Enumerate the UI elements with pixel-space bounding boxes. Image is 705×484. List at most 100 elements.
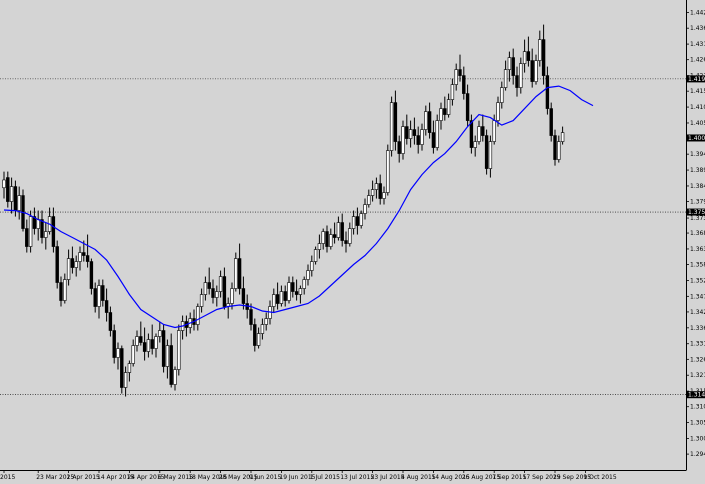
- candle-body: [374, 183, 379, 190]
- candle-body: [541, 39, 546, 76]
- time-tick-label: 9 Jun 2015: [249, 474, 281, 481]
- candle-body: [142, 342, 147, 352]
- level-price-label: 1.37550: [688, 209, 705, 216]
- price-tick-label: 1.33690: [690, 325, 705, 332]
- candle-body: [416, 135, 420, 145]
- candle-body: [203, 282, 208, 295]
- candle-body: [549, 108, 553, 136]
- candle-body: [127, 363, 132, 373]
- candle-body: [116, 348, 120, 358]
- candle-body: [530, 60, 534, 82]
- candle-body: [302, 279, 306, 289]
- candle-body: [2, 179, 6, 189]
- candle-body: [458, 69, 462, 76]
- candle-body: [97, 285, 101, 307]
- candle-body: [161, 330, 166, 367]
- price-tick-label: 1.44200: [690, 10, 705, 17]
- price-tick-label: 1.38950: [690, 167, 705, 174]
- candle-body: [249, 309, 253, 325]
- candle-body: [557, 141, 561, 160]
- candle-body: [325, 231, 329, 247]
- candle-body: [393, 102, 398, 142]
- candle-body: [101, 285, 105, 301]
- candle-body: [85, 255, 90, 262]
- price-tick-label: 1.40520: [690, 120, 705, 127]
- price-tick-label: 1.43680: [690, 25, 705, 32]
- candle-body: [264, 318, 268, 325]
- candle-body: [44, 231, 48, 238]
- candle-body: [321, 231, 325, 244]
- level-price-box: [687, 208, 705, 216]
- candle-body: [560, 132, 565, 142]
- candle-body: [481, 126, 485, 136]
- time-tick-label: 14 Apr 2015: [97, 474, 134, 481]
- candle-body: [272, 294, 276, 307]
- price-tick-label: 1.41050: [690, 104, 705, 111]
- candle-body: [260, 324, 265, 334]
- candle-body: [89, 261, 94, 289]
- candle-body: [154, 336, 158, 349]
- candle-body: [173, 369, 177, 385]
- candle-body: [465, 93, 470, 121]
- candle-body: [427, 111, 432, 133]
- time-tick-label: 1 Jul 2015: [310, 474, 340, 481]
- candle-body: [340, 222, 344, 241]
- candle-body: [177, 330, 181, 370]
- candle-body: [279, 291, 284, 304]
- candle-body: [500, 87, 504, 103]
- time-tick-label: 18 May 2015: [188, 474, 227, 481]
- level-price-box: [687, 75, 705, 83]
- time-tick-label: 29 Sep 2015: [553, 474, 591, 481]
- candle-body: [496, 102, 500, 121]
- price-tick-label: 1.41580: [690, 88, 705, 95]
- level-price-box: [687, 391, 705, 399]
- candle-body: [344, 240, 348, 244]
- time-tick-label: 2 Apr 2015: [67, 474, 100, 481]
- price-tick-label: 1.38420: [690, 183, 705, 190]
- candle-body: [70, 258, 75, 268]
- candle-body: [389, 102, 394, 151]
- price-tick-label: 1.31060: [690, 404, 705, 411]
- candle-body: [534, 60, 538, 82]
- candle-body: [469, 120, 474, 148]
- candle-body: [378, 183, 382, 199]
- candle-body: [313, 249, 318, 262]
- candle-body: [435, 120, 439, 148]
- candle-body: [519, 63, 523, 88]
- time-tick-label: 4 Aug 2015: [401, 474, 436, 481]
- candle-body: [522, 51, 527, 64]
- candle-body: [6, 177, 10, 202]
- candle-body: [538, 39, 542, 61]
- candle-body: [66, 258, 71, 280]
- price-tick-label: 1.33160: [690, 341, 705, 348]
- candle-body: [348, 228, 352, 244]
- time-tick-label: 14 Aug 2015: [431, 474, 470, 481]
- time-tick-label: 23 Mar 2015: [36, 474, 74, 481]
- candle-body: [351, 216, 356, 229]
- candle-body: [382, 192, 386, 199]
- price-tick-label: 1.34740: [690, 293, 705, 300]
- candle-body: [211, 288, 215, 298]
- candle-body: [25, 228, 29, 247]
- candle-body: [306, 270, 310, 280]
- candle-body: [199, 294, 204, 307]
- price-tick-label: 1.32110: [690, 372, 705, 379]
- price-tick-label: 1.43150: [690, 41, 705, 48]
- time-tick-label: 24 Apr 2015: [127, 474, 164, 481]
- candle-body: [123, 372, 128, 388]
- candle-body: [150, 339, 154, 349]
- candle-body: [332, 234, 337, 238]
- price-tick-label: 1.35270: [690, 277, 705, 284]
- time-tick-label: 28 May 2015: [219, 474, 258, 481]
- time-tick-label: 26 Aug 2015: [462, 474, 501, 481]
- candle-body: [363, 204, 367, 214]
- price-tick-label: 1.29480: [690, 451, 705, 458]
- candle-body: [287, 282, 291, 301]
- candle-body: [515, 75, 519, 88]
- candle-body: [412, 129, 417, 136]
- time-tick-label: 19 Jun 2015: [279, 474, 315, 481]
- candle-body: [234, 258, 238, 289]
- level-price-label: 1.41990: [688, 76, 705, 83]
- candle-body: [526, 51, 531, 61]
